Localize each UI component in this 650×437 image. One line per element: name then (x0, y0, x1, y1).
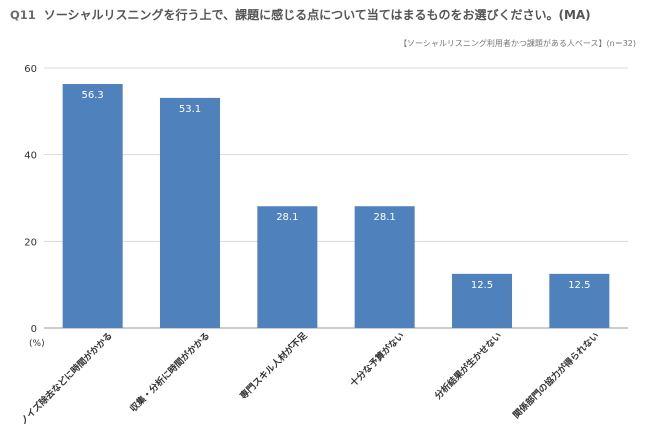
y-tick-label: 60 (24, 64, 37, 75)
x-axis-categories: ノイズ除去などに時間がかかる 収集・分析に時間がかかる 専門スキル人材が不足 十分な予… (17, 329, 601, 427)
bar (62, 84, 123, 329)
bar-value-label: 28.1 (276, 212, 298, 223)
bar-value-label: 56.3 (82, 90, 104, 101)
bar-value-label: 12.5 (568, 280, 590, 291)
y-axis-ticks: 0 20 40 60 (24, 64, 37, 335)
y-tick-label: 20 (24, 237, 37, 248)
x-category-label: 収集・分析に時間がかかる (127, 330, 212, 415)
bar-value-label: 53.1 (179, 104, 201, 115)
bar (354, 206, 415, 328)
y-tick-label: 40 (24, 151, 37, 162)
x-category-label: 関係部門の協力が得られない (510, 330, 601, 421)
bar (452, 273, 512, 328)
bar-value-label: 28.1 (374, 212, 396, 223)
grid-layer (44, 67, 628, 329)
bars (62, 84, 610, 329)
bar (549, 273, 610, 328)
bar-value-label: 12.5 (471, 280, 493, 291)
bar (257, 206, 318, 328)
question-number: Q11 (10, 8, 36, 22)
base-note: 【ソーシャルリスニング利用者かつ課題がある人ベース】(n＝32) (399, 39, 636, 48)
y-unit-label: (%) (29, 339, 45, 349)
x-category-label: 分析結果が生かせない (432, 330, 504, 402)
bar-data-labels: 56.3 53.1 28.1 28.1 12.5 12.5 (82, 90, 591, 291)
chart-title: Q11 ソーシャルリスニングを行う上で、課題に感じる点について当てはまるものをお選… (10, 6, 640, 32)
x-category-label: 十分な予算がない (347, 330, 406, 389)
x-category-label: 専門スキル人材が不足 (237, 329, 310, 402)
question-text: ソーシャルリスニングを行う上で、課題に感じる点について当てはまるものをお選びくだ… (43, 8, 591, 22)
bar (160, 97, 220, 329)
y-tick-label: 0 (31, 324, 37, 335)
